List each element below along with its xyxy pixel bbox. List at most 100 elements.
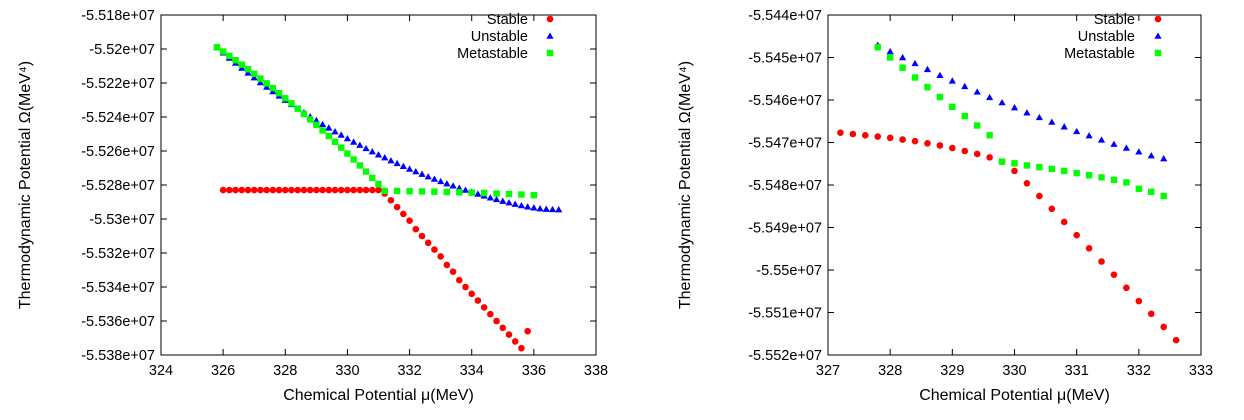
data-point — [1110, 176, 1118, 184]
data-point — [548, 205, 557, 213]
data-point — [973, 150, 981, 158]
x-tick-label: 334 — [460, 363, 484, 379]
series-metastable — [213, 44, 538, 199]
data-point — [294, 186, 302, 194]
data-point — [862, 131, 869, 139]
data-point — [418, 232, 426, 240]
y-tick-label: -5.536e+07 — [81, 314, 155, 330]
data-point — [492, 195, 501, 203]
y-tick-label: -5.518e+07 — [81, 8, 155, 24]
y-tick-label: -5.551e+07 — [748, 306, 822, 322]
data-point — [443, 180, 451, 187]
data-point — [961, 147, 969, 155]
data-point — [418, 170, 426, 177]
data-point — [412, 225, 420, 233]
legend-label: Metastable — [457, 46, 528, 62]
data-point — [1036, 163, 1043, 171]
data-point — [1036, 192, 1043, 200]
data-point — [456, 189, 463, 196]
data-point — [973, 88, 981, 95]
data-point — [431, 188, 438, 195]
legend-marker — [546, 49, 554, 57]
y-tick-label: -5.53e+07 — [89, 212, 155, 228]
data-point — [213, 44, 221, 51]
data-point — [263, 186, 270, 194]
y-tick-label: -5.526e+07 — [81, 144, 155, 160]
data-point — [899, 53, 907, 61]
legend-label: Unstable — [1078, 29, 1135, 45]
data-point — [350, 138, 358, 145]
data-point — [911, 74, 919, 81]
data-point — [393, 187, 401, 195]
data-point — [936, 93, 944, 101]
data-point — [493, 317, 500, 325]
data-point — [1135, 297, 1143, 305]
data-point — [368, 186, 376, 194]
data-point — [1060, 123, 1068, 130]
data-point — [1073, 127, 1081, 135]
data-point — [455, 276, 463, 284]
data-point — [1110, 271, 1118, 278]
data-point — [325, 132, 332, 140]
data-point — [294, 105, 301, 112]
data-point — [468, 290, 476, 298]
data-point — [250, 74, 258, 81]
data-point — [437, 177, 445, 185]
data-point — [1023, 180, 1031, 187]
data-point — [899, 136, 906, 143]
y-tick-label: -5.547e+07 — [748, 136, 822, 152]
data-point — [1147, 310, 1155, 318]
data-point — [1135, 148, 1143, 155]
data-point — [1123, 284, 1130, 292]
data-point — [511, 338, 519, 345]
data-point — [362, 168, 370, 175]
data-point — [288, 186, 295, 194]
data-point — [250, 186, 258, 194]
data-point — [331, 138, 339, 146]
data-point — [1148, 188, 1155, 195]
legend-label: Metastable — [1064, 46, 1135, 62]
data-point — [449, 268, 457, 276]
data-point — [1073, 169, 1080, 177]
data-point — [924, 84, 931, 91]
data-point — [381, 187, 388, 195]
data-point — [238, 186, 246, 194]
y-tick-label: -5.534e+07 — [81, 280, 155, 296]
data-point — [405, 165, 414, 172]
data-point — [474, 190, 482, 197]
legend-label: Stable — [487, 12, 528, 28]
data-point — [874, 44, 881, 51]
data-point — [406, 217, 413, 224]
data-point — [1147, 152, 1155, 159]
data-point — [948, 77, 956, 84]
data-point — [555, 206, 563, 213]
x-tick-label: 332 — [397, 363, 421, 379]
data-point — [1123, 179, 1130, 186]
data-point — [1060, 218, 1068, 226]
data-point — [1160, 155, 1168, 162]
x-tick-label: 324 — [149, 363, 173, 379]
data-point — [1110, 140, 1118, 147]
data-point — [356, 141, 364, 148]
data-point — [375, 186, 382, 194]
data-point — [899, 64, 906, 71]
data-point — [1122, 144, 1130, 151]
data-point — [300, 186, 308, 194]
data-point — [368, 148, 376, 155]
data-point — [319, 186, 326, 194]
data-point — [1160, 192, 1167, 200]
data-point — [399, 162, 407, 169]
data-point — [251, 70, 258, 78]
x-tick-label: 328 — [273, 363, 297, 379]
data-point — [1085, 172, 1093, 179]
data-point — [1098, 258, 1105, 265]
data-point — [961, 82, 969, 90]
data-point — [949, 144, 956, 152]
plot-frame — [827, 14, 1202, 356]
data-point — [886, 47, 894, 55]
data-point — [275, 186, 283, 194]
data-point — [350, 186, 357, 194]
data-point — [443, 188, 451, 196]
data-point — [257, 75, 264, 82]
data-point — [319, 127, 326, 134]
